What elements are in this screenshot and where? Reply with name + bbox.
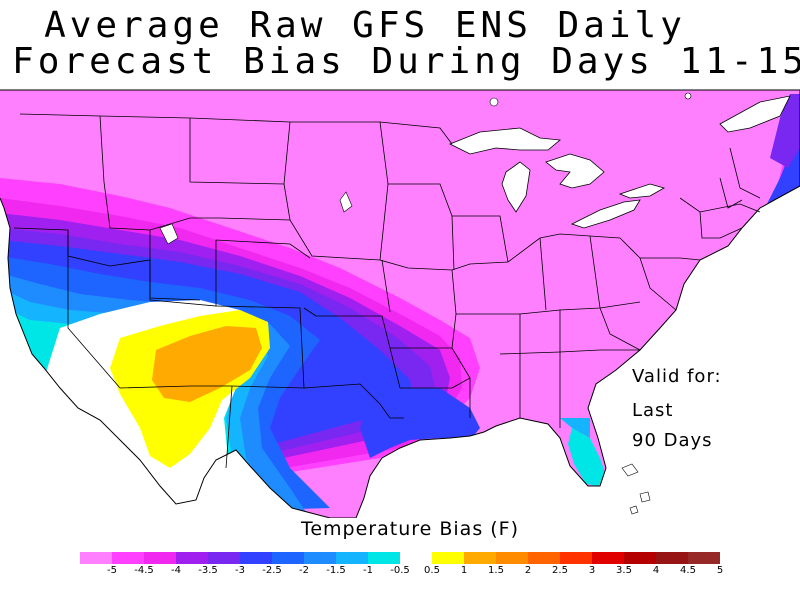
legend-tick-label: 0.5 — [424, 565, 440, 576]
legend-swatch — [240, 552, 272, 564]
legend-tick-label: 1 — [460, 565, 468, 576]
legend-swatch — [464, 552, 496, 564]
legend-swatch — [656, 552, 688, 564]
valid-days-label: 90 Days — [632, 430, 713, 451]
legend-tick-label: 4 — [652, 565, 660, 576]
legend-swatch — [272, 552, 304, 564]
legend-swatch — [592, 552, 624, 564]
legend-tick-label: 2 — [524, 565, 532, 576]
legend-swatch — [368, 552, 400, 564]
legend-tick-label: -4.5 — [134, 565, 154, 576]
valid-for-label: Valid for: — [632, 366, 722, 387]
title-line-1: Average Raw GFS ENS Daily — [44, 5, 686, 46]
legend-tick-label: -3.5 — [198, 565, 218, 576]
legend-tick-label: -5 — [107, 565, 117, 576]
legend-tick-label: -4 — [171, 565, 181, 576]
valid-last-label: Last — [632, 400, 674, 421]
title-line-2: Forecast Bias During Days 11-15 — [12, 41, 800, 82]
legend-tick-label: -0.5 — [390, 565, 410, 576]
legend-color-bar — [80, 552, 720, 564]
legend-tick-label: 3.5 — [616, 565, 632, 576]
legend-swatch — [144, 552, 176, 564]
legend-tick-label: -3 — [235, 565, 245, 576]
legend-tick-label: -1.5 — [326, 565, 346, 576]
legend-tick-label: 1.5 — [488, 565, 504, 576]
map-canvas — [0, 88, 800, 518]
legend-swatch — [528, 552, 560, 564]
legend-tick-label: -2.5 — [262, 565, 282, 576]
legend-swatch — [560, 552, 592, 564]
legend-tick-label: -2 — [299, 565, 309, 576]
legend-swatch — [176, 552, 208, 564]
legend-swatch — [208, 552, 240, 564]
legend-swatch — [624, 552, 656, 564]
legend-swatch — [400, 552, 432, 564]
legend-title: Temperature Bias (F) — [300, 518, 520, 540]
legend-tick-label: -1 — [363, 565, 373, 576]
legend-tick-labels: -5 -4.5 -4 -3.5 -3 -2.5 -2 -1.5 -1 -0.5 0.5 1 1.5 2 2.… — [0, 565, 800, 581]
legend-tick-label: 4.5 — [680, 565, 696, 576]
bias-map — [0, 88, 800, 518]
legend-tick-label: 5 — [716, 565, 724, 576]
legend-swatch — [336, 552, 368, 564]
legend-swatch — [80, 552, 112, 564]
legend-swatch — [304, 552, 336, 564]
legend-swatch — [496, 552, 528, 564]
legend-swatch — [112, 552, 144, 564]
legend-swatch — [688, 552, 720, 564]
legend-tick-label: 3 — [588, 565, 596, 576]
legend-swatch — [432, 552, 464, 564]
legend-tick-label: 2.5 — [552, 565, 568, 576]
